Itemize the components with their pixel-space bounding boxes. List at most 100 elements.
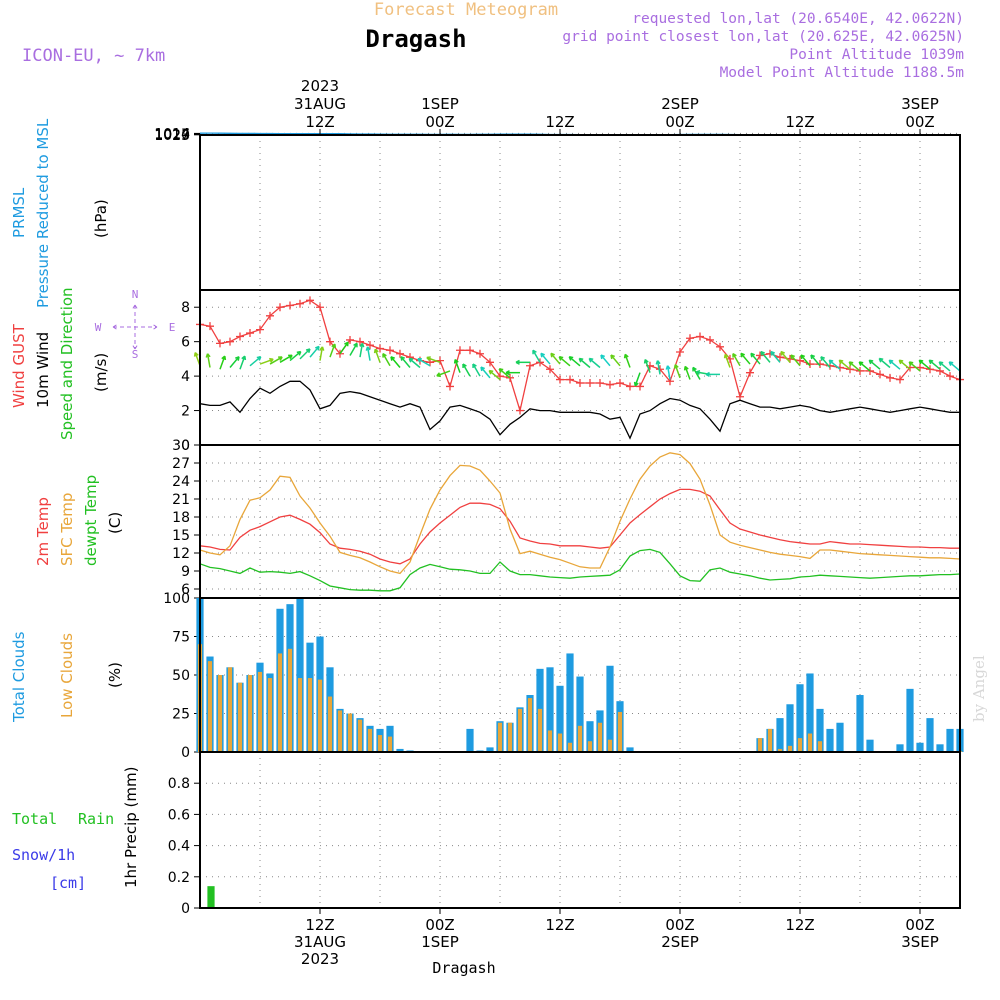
wind-arrow-head xyxy=(643,359,646,364)
panel-frame-0 xyxy=(199,134,961,291)
wind-arrow-head xyxy=(296,350,301,354)
bar-total-clouds xyxy=(396,748,404,752)
gust-marker xyxy=(286,301,294,310)
wind-arrow-head xyxy=(269,357,274,361)
wind-arrow xyxy=(683,365,691,380)
wind-arrow-head xyxy=(918,359,922,365)
wind-arrow-head xyxy=(673,364,676,369)
wind-arrow-head xyxy=(938,361,942,366)
wind-arrow-shaft xyxy=(498,368,511,379)
bar-total-clouds xyxy=(826,728,834,752)
y-tick-label: 1014 xyxy=(154,126,190,142)
wind-arrow-shaft xyxy=(760,351,771,363)
y-tick-label: 0.2 xyxy=(168,870,190,886)
wind-arrow xyxy=(623,353,631,368)
gust-marker xyxy=(686,334,694,343)
snow-unit-label: [cm] xyxy=(50,874,86,892)
wind-arrow-shaft xyxy=(568,356,581,367)
wind-arrow-shaft xyxy=(578,357,591,369)
y-tick-label: 6 xyxy=(181,582,190,598)
wind-arrow-shaft xyxy=(610,354,621,367)
wind-arrow xyxy=(540,352,551,365)
wind-arrow xyxy=(339,341,349,355)
bar-total-clouds xyxy=(796,684,804,752)
total-clouds-label: Total Clouds xyxy=(10,631,28,723)
wind-arrow-head xyxy=(820,356,823,361)
gust-marker xyxy=(936,366,944,375)
wind-arrow-shaft xyxy=(908,361,921,372)
wind-arrow-head xyxy=(241,355,246,360)
plot-layer: 1014101710201023024686912151821242730025… xyxy=(154,77,964,968)
wind-arrow-shaft xyxy=(488,369,501,381)
wind-arrow xyxy=(373,348,381,363)
wind-arrow-shaft xyxy=(299,348,311,360)
pressure-panel-labels: PRMSL Pressure Reduced to MSL (hPa) xyxy=(10,118,110,308)
bar-low-clouds xyxy=(577,725,583,752)
wind-arrow-shaft xyxy=(732,353,741,367)
x-tick-label-top: 31AUG xyxy=(294,95,346,113)
wind-arrow-shaft xyxy=(279,354,293,363)
y-tick-label: 0.4 xyxy=(168,839,190,855)
wind-arrow-shaft xyxy=(417,358,431,367)
wind-arrow-shaft xyxy=(329,343,336,358)
wind-arrow-shaft xyxy=(800,354,811,367)
wind-arrow-head xyxy=(928,359,932,365)
panel-4: 0 0.2 0.4 0.6 0.8 xyxy=(168,751,961,917)
wind-arrow-shaft xyxy=(868,359,881,370)
bar-total-clouds xyxy=(916,742,924,752)
wind-gust-label: Wind GUST xyxy=(10,323,28,408)
x-tick-label-top: 12Z xyxy=(545,113,574,131)
gust-marker xyxy=(376,344,384,353)
bar-total-clouds xyxy=(936,744,944,752)
wind-arrow xyxy=(848,361,861,372)
wind-arrow-head xyxy=(353,342,358,347)
wind-arrow-shaft xyxy=(780,351,791,363)
bar-low-clouds xyxy=(787,745,793,752)
bar-low-clouds xyxy=(347,713,353,752)
y-tick-label: 2 xyxy=(181,404,190,420)
wind-arrow-head xyxy=(550,353,553,358)
compass-e: E xyxy=(169,321,176,334)
wind-arrow-head xyxy=(898,359,902,365)
wind-arrow xyxy=(705,371,720,377)
wind-arrow-shaft xyxy=(938,361,951,372)
y-tick-label: 4 xyxy=(181,369,190,385)
bar-low-clouds xyxy=(757,738,763,752)
wind-arrow-shaft xyxy=(898,359,911,370)
gust-marker xyxy=(566,375,574,384)
wind-arrow xyxy=(665,365,671,380)
bar-low-clouds xyxy=(207,661,213,752)
wind-arrow-head xyxy=(578,358,582,363)
wind-arrow xyxy=(219,355,227,370)
wind-arrow-shaft xyxy=(366,346,371,361)
bar-low-clouds xyxy=(527,698,533,752)
wind-arrow-head xyxy=(373,349,376,354)
wind-arrow xyxy=(550,352,561,365)
wind-arrow-head xyxy=(540,353,543,358)
wind-arrow-head xyxy=(610,354,613,360)
wind-arrow-head xyxy=(417,358,421,363)
wind-arrow-shaft xyxy=(820,356,831,368)
panel-frame-2 xyxy=(199,444,961,599)
bar-low-clouds xyxy=(517,708,523,752)
wind-arrow-shaft xyxy=(454,359,461,373)
temp-panel-labels: 2m Temp SFC Temp dewpt Temp (C) xyxy=(34,475,124,566)
bar-total-clouds xyxy=(566,653,574,752)
wind-arrow-shaft xyxy=(339,341,349,355)
wind-arrow-shaft xyxy=(588,357,601,369)
y-tick-label: 0.6 xyxy=(168,807,190,823)
gust-marker xyxy=(556,375,564,384)
x-tick-label-bottom: 2023 xyxy=(301,950,339,968)
wind-arrow-head xyxy=(948,361,952,366)
gust-marker xyxy=(296,299,304,308)
bar-total-clouds xyxy=(606,665,614,752)
wind-arrow-head xyxy=(205,353,209,358)
bar-rain xyxy=(207,886,215,908)
footer-location: Dragash xyxy=(432,959,495,977)
wind-arrow-shaft xyxy=(462,363,471,377)
wind-arrow xyxy=(588,357,601,369)
wind-arrow-shaft xyxy=(319,346,324,361)
wind-arrow-shaft xyxy=(249,356,262,367)
wind-speed-dir-label: Speed and Direction xyxy=(58,287,76,440)
wind-arrow xyxy=(249,356,262,367)
